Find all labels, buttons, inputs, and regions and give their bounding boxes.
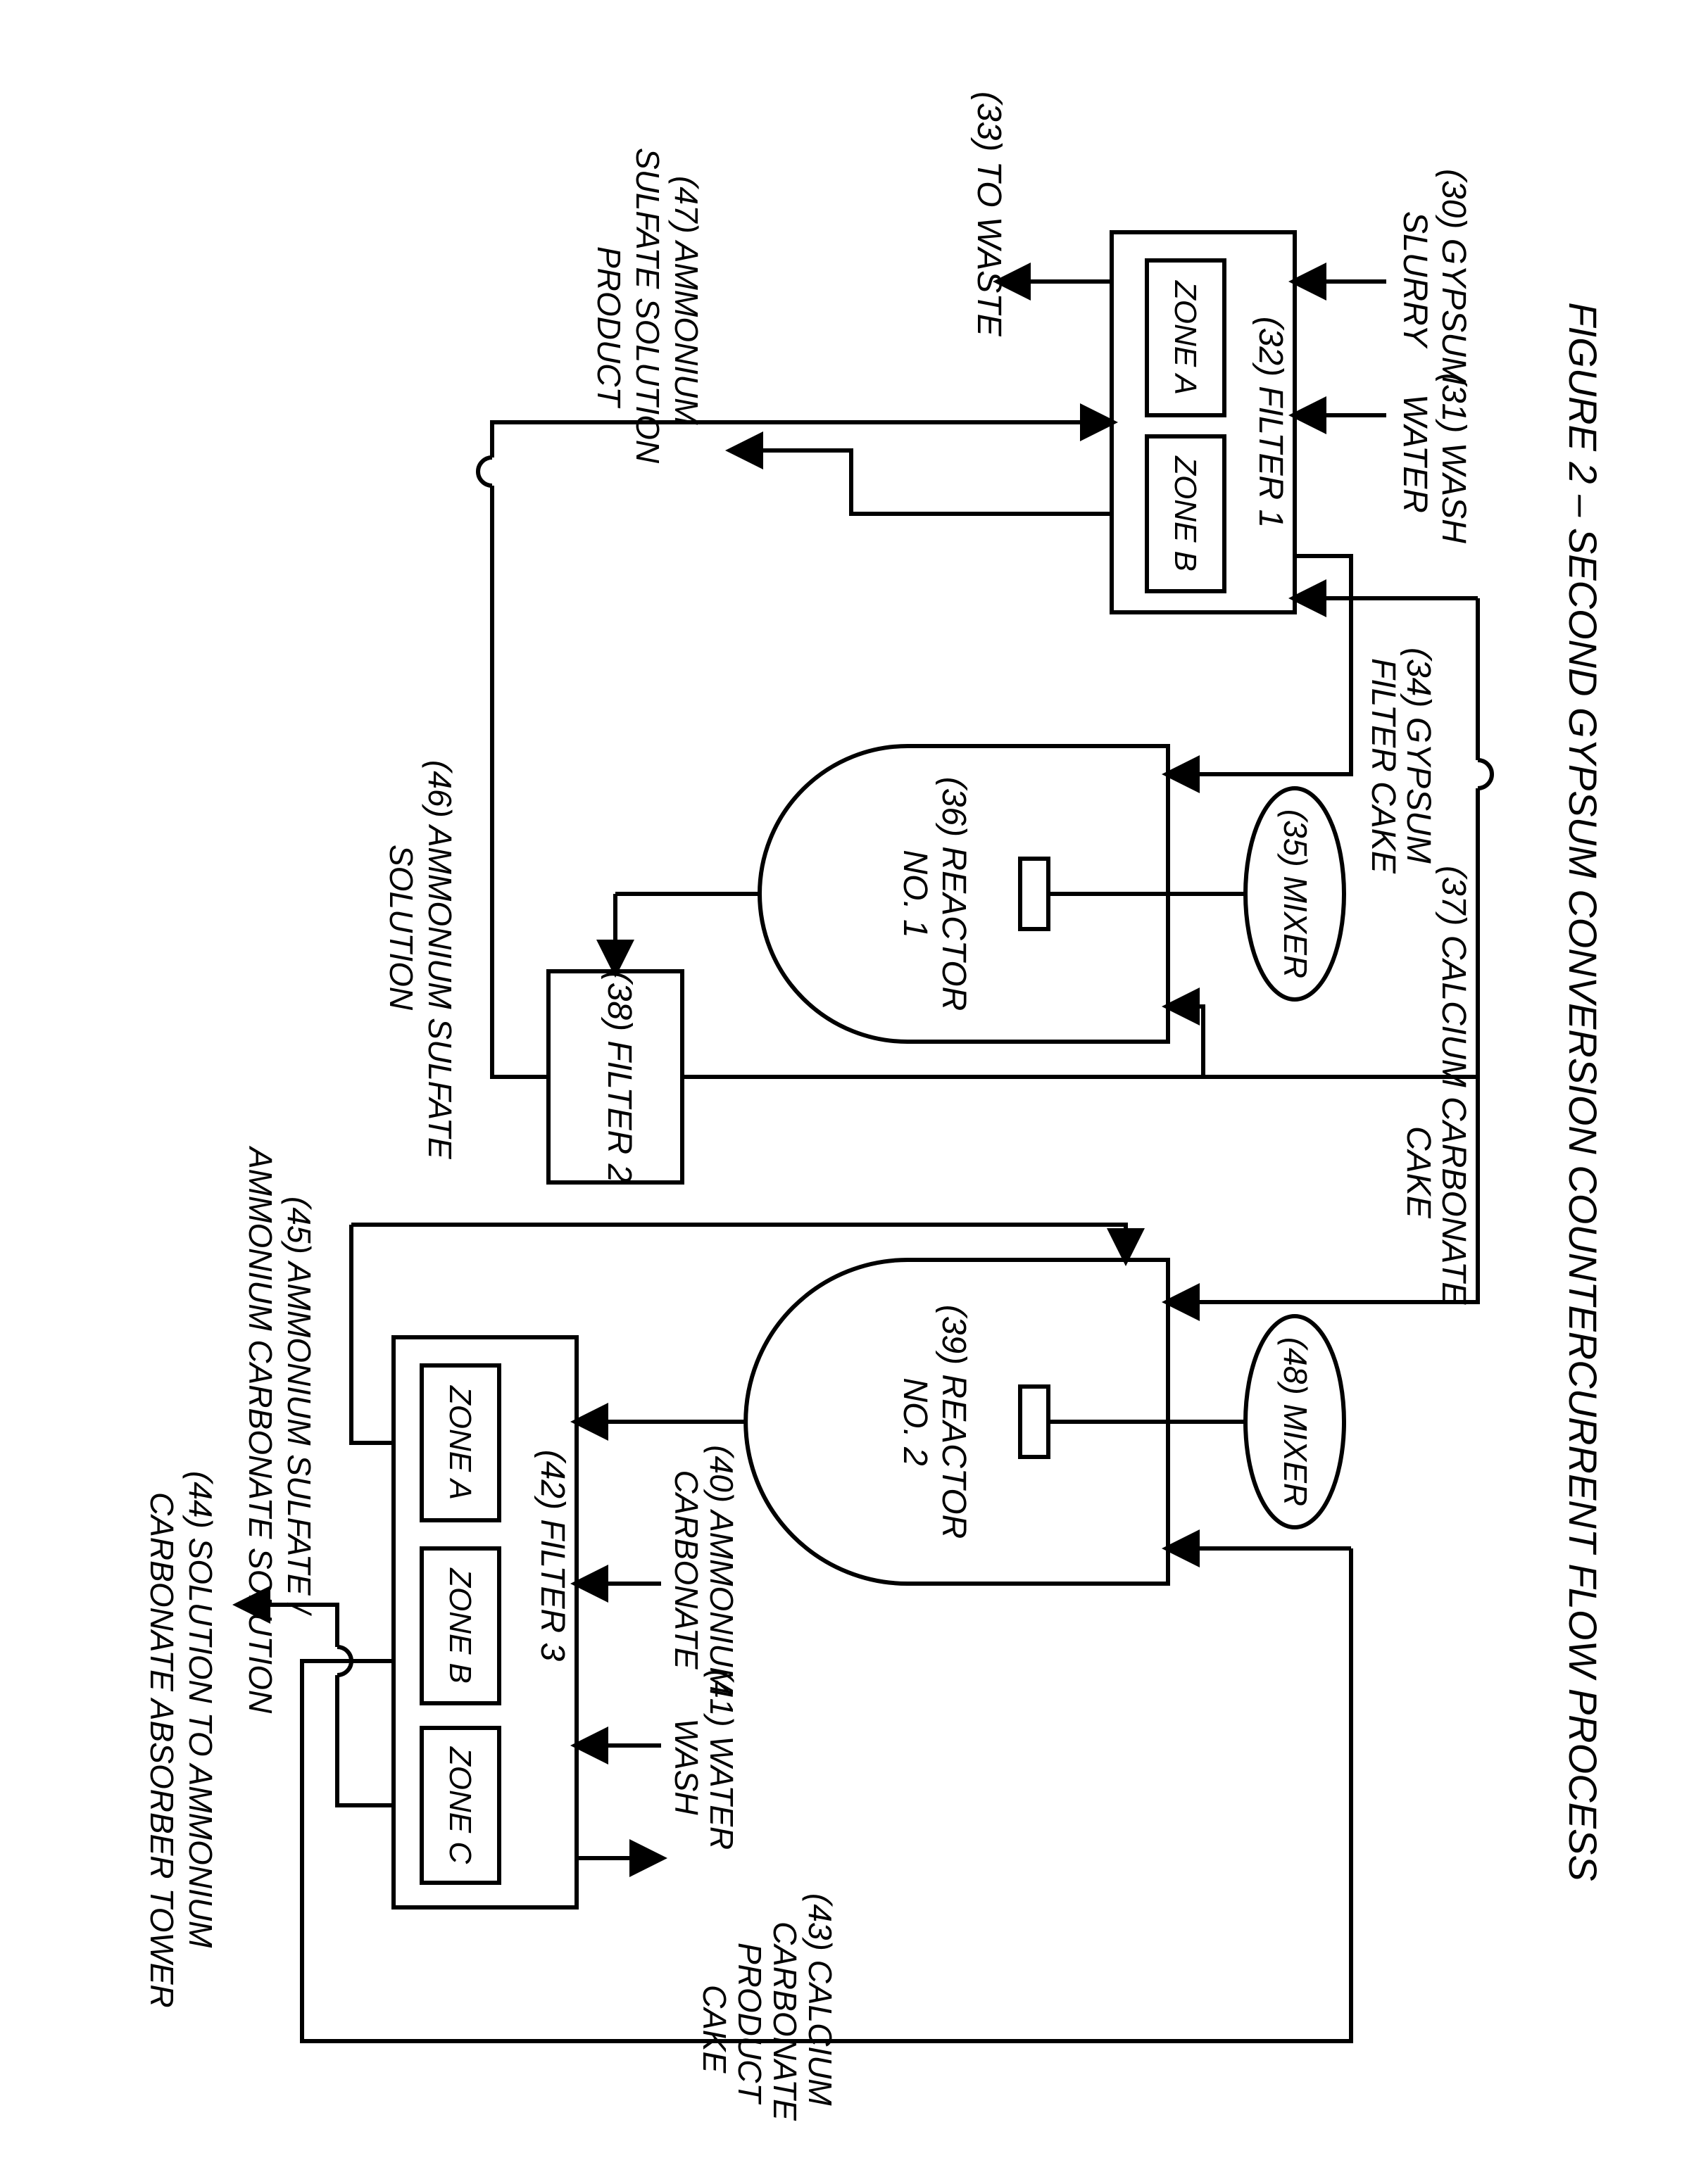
lbl-44a: (44) SOLUTION TO AMMONIUM	[182, 1471, 219, 1948]
filter-2: (38) FILTER 2	[548, 971, 682, 1183]
lbl-34a: (34) GYPSUM	[1400, 648, 1437, 864]
lbl-47c: PRODUCT	[591, 246, 627, 408]
flow-46-hop	[478, 457, 492, 486]
lbl-45b: AMMONIUM CARBONATE SOLUTION	[242, 1145, 279, 1714]
lbl-41a: (41) WATER	[703, 1669, 740, 1850]
lbl-43d: CAKE	[696, 1985, 733, 2074]
filter-1-label: (32) FILTER 1	[1252, 317, 1289, 529]
lbl-31b: WATER	[1396, 394, 1433, 513]
mixer48-label: (48) MIXER	[1277, 1337, 1314, 1506]
filter-3: (42) FILTER 3 ZONE A ZONE B ZONE C	[394, 1337, 577, 1907]
lbl-33: (33) TO WASTE	[970, 91, 1007, 337]
lbl-30a: (30) GYPSUM	[1435, 169, 1472, 385]
reactor2-label-b: NO. 2	[896, 1377, 934, 1465]
lbl-40a: (40) AMMONIUM	[703, 1445, 740, 1694]
filter3-zone-b: ZONE B	[443, 1567, 477, 1684]
mixer-35: (35) MIXER	[1020, 788, 1344, 999]
flow-37-to-r1	[1168, 1006, 1203, 1077]
lbl-46b: SOLUTION	[383, 845, 420, 1011]
lbl-41b: WASH	[668, 1718, 705, 1815]
figure-title: FIGURE 2 – SECOND GYPSUM CONVERSION COUN…	[1561, 302, 1605, 1881]
flow-44a	[337, 1675, 394, 1805]
filter1-zone-b: ZONE B	[1168, 455, 1203, 572]
flow-47	[732, 450, 1112, 514]
filter3-zone-a: ZONE A	[443, 1385, 477, 1500]
lbl-44b: CARBONATE ABSORBER TOWER	[144, 1492, 180, 2008]
lbl-43b: CARBONATE	[767, 1921, 803, 2121]
flow-45b	[351, 1225, 1126, 1260]
lbl-47b: SULFATE SOLUTION	[629, 148, 666, 464]
process-flow-diagram: FIGURE 2 – SECOND GYPSUM CONVERSION COUN…	[0, 0, 1689, 2184]
lbl-46a: (46) AMMONIUM SULFATE	[422, 760, 458, 1160]
filter3-label: (42) FILTER 3	[534, 1450, 571, 1662]
lbl-45a: (45) AMMONIUM SULFATE /	[281, 1197, 318, 1616]
lbl-37b: CAKE	[1400, 1126, 1437, 1219]
flow-46-trunk	[492, 486, 548, 1077]
flow-37-trunk	[682, 598, 1478, 1077]
lbl-43c: PRODUCT	[732, 1943, 768, 2104]
filter-1: (32) FILTER 1 ZONE A ZONE B	[1112, 232, 1295, 612]
lbl-31a: (31) WASH	[1435, 373, 1472, 543]
mixer-48: (48) MIXER	[1020, 1316, 1344, 1527]
reactor1-label-a: (36) REACTOR	[935, 777, 972, 1011]
filter1-zone-a: ZONE A	[1168, 280, 1203, 395]
filter3-zone-c: ZONE C	[443, 1746, 477, 1864]
lbl-40b: CARBONATE	[668, 1470, 705, 1670]
lbl-30b: SLURRY	[1396, 211, 1433, 349]
lbl-37a: (37) CALCIUM CARBONATE	[1435, 866, 1472, 1305]
lbl-43a: (43) CALCIUM	[802, 1893, 839, 2106]
mixer35-label: (35) MIXER	[1277, 809, 1314, 978]
lbl-34b: FILTER CAKE	[1364, 658, 1402, 874]
reactor2-label-a: (39) REACTOR	[935, 1305, 972, 1539]
lbl-47a: (47) AMMONIUM	[668, 176, 705, 425]
filter2-label: (38) FILTER 2	[601, 971, 638, 1183]
reactor1-label-b: NO. 1	[896, 850, 934, 938]
flow-45a	[351, 1225, 394, 1443]
flow-37-hop	[1478, 760, 1492, 788]
